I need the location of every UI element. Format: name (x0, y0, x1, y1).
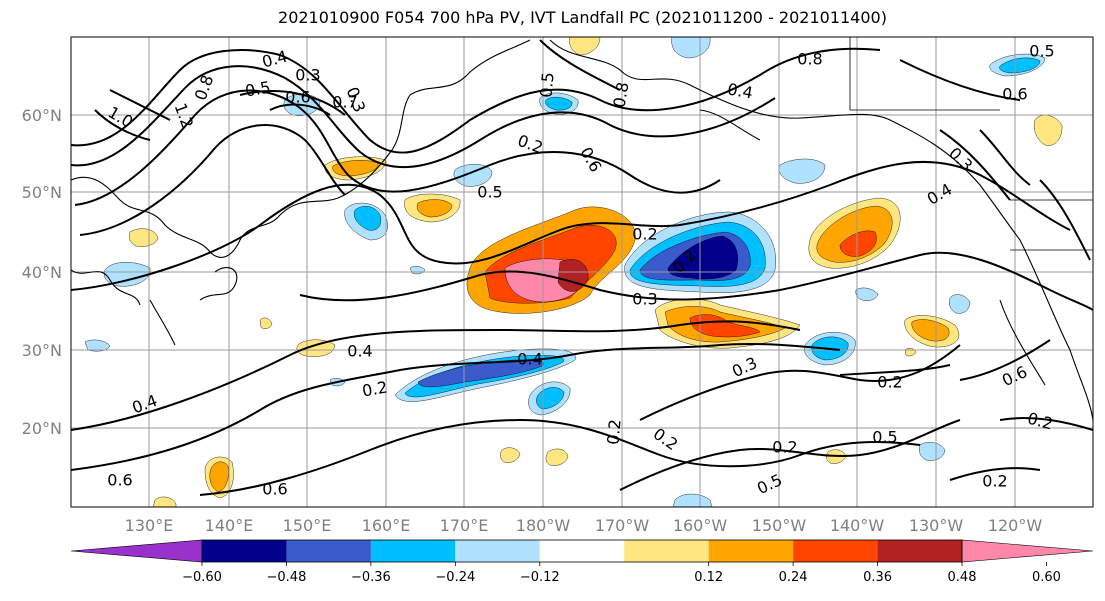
lon-tick-label: 170°E (440, 516, 489, 535)
lon-tick-label: 180°W (516, 516, 571, 535)
longitude-tick-labels: 130°E 140°E 150°E 160°E 170°E 180°W 170°W 160°W… (125, 516, 1043, 535)
shading-patch (129, 228, 159, 247)
contour-label: 0.4 (726, 79, 754, 102)
lon-tick-label: 120°W (988, 516, 1043, 535)
contour-label: 0.2 (877, 373, 902, 392)
contour-label: 0.5 (536, 71, 557, 98)
map-panel: 0.40.30.5 0.6 0.71.0 1.20.8 0.30.20.50.80.60… (71, 37, 1093, 507)
contour-label: 0.6 (107, 471, 132, 490)
shading-patch (209, 461, 229, 493)
ivt-pc-shading (84, 37, 1063, 507)
shading-patch (104, 262, 151, 287)
lon-tick-label: 170°W (595, 516, 650, 535)
contour-label: 0.5 (872, 428, 897, 447)
latitude-tick-labels: 60°N 50°N 40°N 30°N 20°N (22, 106, 62, 438)
lon-tick-label: 140°W (830, 516, 885, 535)
contour-label: 0.2 (603, 418, 624, 445)
contour-label: 0.8 (797, 50, 822, 69)
contour-label: 0.6 (285, 88, 310, 107)
shading-patch (919, 442, 946, 461)
contour-label: 0.6 (262, 480, 287, 499)
colorbar-tick-labels: −0.60 −0.48 −0.36 −0.24 −0.12 0.12 0.24 0.36 0.4… (182, 562, 1061, 585)
contour-label: 0.2 (772, 438, 797, 457)
colorbar-outline (201, 539, 963, 563)
shading-patch (332, 160, 379, 177)
shading-patch (417, 359, 545, 388)
colorbar-segment (286, 540, 371, 562)
colorbar-segment (708, 540, 794, 562)
pv-contours (71, 39, 1093, 496)
shading-patch (667, 235, 738, 280)
shading-patch (545, 448, 569, 466)
colorbar-extend-max (961, 539, 1094, 563)
colorbar-segment (370, 540, 456, 562)
shading-patch (911, 319, 950, 342)
contour-label: 0.7 (332, 93, 357, 112)
lat-tick-label: 30°N (22, 341, 62, 360)
colorbar-extend-min (70, 539, 203, 563)
coastlines (71, 39, 1093, 421)
colorbar-tick-label: −0.36 (351, 570, 391, 585)
colorbar-segment (202, 540, 287, 562)
lat-tick-label: 40°N (22, 263, 62, 282)
lat-tick-label: 50°N (22, 183, 62, 202)
map-title: 2021010900 F054 700 hPa PV, IVT Landfall… (278, 8, 887, 27)
map-frame (70, 36, 1094, 508)
colorbar-tick-label: 0.36 (863, 570, 892, 585)
shading-patch (417, 199, 453, 218)
lon-tick-label: 160°E (362, 516, 411, 535)
contour-label: 0.2 (982, 472, 1007, 491)
colorbar-segment (877, 540, 962, 562)
lon-tick-label: 150°E (283, 516, 332, 535)
lon-tick-label: 130°W (909, 516, 964, 535)
colorbar-segment (624, 540, 709, 562)
colorbar-tick-label: −0.24 (435, 570, 475, 585)
lat-tick-label: 60°N (22, 106, 62, 125)
shading-patch (354, 206, 381, 231)
lat-tick-label: 20°N (22, 419, 62, 438)
colorbar-tick-label: −0.60 (182, 570, 222, 585)
contour-label: 0.5 (477, 183, 502, 202)
contour-label: 0.8 (609, 81, 632, 109)
lat-lon-gridlines (71, 37, 1093, 507)
colorbar-tick-label: 0.60 (1032, 570, 1061, 585)
shading-patch (500, 447, 521, 463)
shading-patch (689, 314, 761, 338)
shading-patch (949, 294, 971, 314)
contour-label: 0.3 (632, 290, 657, 309)
contour-label: 0.5 (244, 77, 272, 100)
shading-patch (259, 317, 273, 329)
contour-label: 0.5 (1029, 42, 1054, 61)
lon-tick-label: 140°E (205, 516, 254, 535)
colorbar-tick-label: 0.12 (694, 570, 723, 585)
colorbar-tick-label: 0.24 (779, 570, 808, 585)
contour-label: 0.2 (632, 225, 657, 244)
shading-patch (778, 158, 826, 184)
political-boundaries (849, 37, 1093, 251)
contour-label: 0.6 (1002, 85, 1027, 104)
colorbar-tick-label: 0.48 (948, 570, 977, 585)
shading-patch (84, 339, 111, 352)
colorbar-segment (539, 540, 625, 562)
lon-tick-label: 160°W (673, 516, 728, 535)
contour-label: 0.3 (295, 66, 320, 85)
shading-patch (672, 493, 713, 507)
shading-patch (999, 57, 1041, 74)
contour-label: 0.4 (347, 342, 372, 361)
colorbar-segment (793, 540, 878, 562)
lon-tick-label: 130°E (125, 516, 174, 535)
contour-label: 0.4 (517, 350, 542, 369)
lon-tick-label: 150°W (752, 516, 807, 535)
shading-patch (545, 96, 573, 111)
contour-label: 0.2 (361, 377, 389, 400)
colorbar (70, 539, 1094, 563)
colorbar-segment (455, 540, 540, 562)
colorbar-tick-label: −0.48 (267, 570, 307, 585)
colorbar-tick-label: −0.12 (520, 570, 560, 585)
